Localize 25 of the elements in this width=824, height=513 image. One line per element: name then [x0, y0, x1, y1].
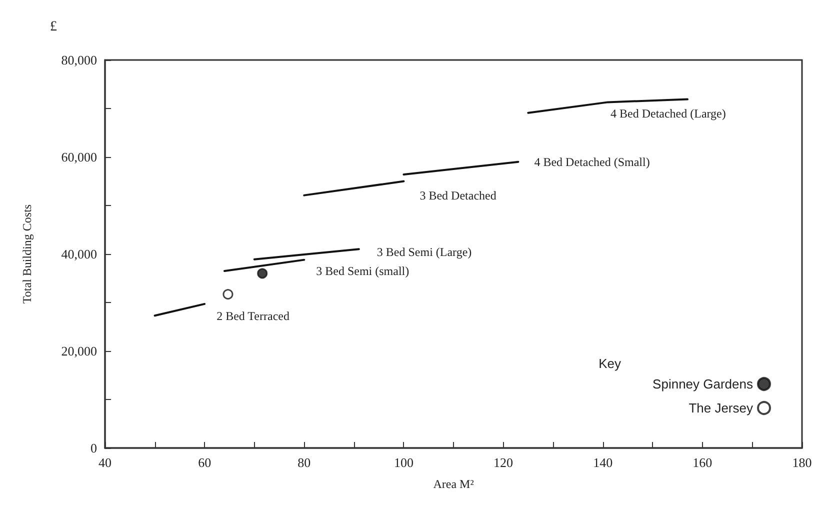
x-tick-label: 60 — [198, 455, 212, 470]
series-label: 3 Bed Semi (small) — [316, 264, 410, 278]
y-tick-label: 60,000 — [61, 150, 97, 164]
legend-label: The Jersey — [688, 400, 754, 416]
x-tick-label: 160 — [692, 455, 712, 470]
x-tick-label: 80 — [298, 455, 311, 470]
y-tick-label: 40,000 — [61, 246, 97, 262]
y-tick-label: 0 — [90, 440, 97, 456]
y-tick-label: 20,000 — [61, 344, 97, 358]
text: £ — [50, 20, 57, 34]
series-label: 4 Bed Detached (Small) — [534, 154, 650, 169]
x-tick-label: 40 — [98, 455, 112, 470]
y-tick-label: 80,000 — [61, 52, 97, 68]
series-label: 3 Bed Semi (Large) — [376, 245, 472, 260]
x-axis-title: Area M² — [433, 477, 474, 491]
legend-label: Spinney Gardens — [652, 376, 754, 392]
x-tick-label: 100 — [394, 455, 414, 470]
x-tick-label: 180 — [792, 455, 812, 470]
legend-title: Key — [598, 356, 622, 371]
y-axis-title: Total Building Costs — [20, 204, 34, 304]
series-label: 4 Bed Detached (Large) — [610, 106, 726, 120]
series-label: 2 Bed Terraced — [216, 308, 290, 323]
x-tick-label: 140 — [593, 455, 613, 470]
series-label: 3 Bed Detached — [420, 188, 496, 202]
x-tick-label: 120 — [494, 455, 514, 470]
